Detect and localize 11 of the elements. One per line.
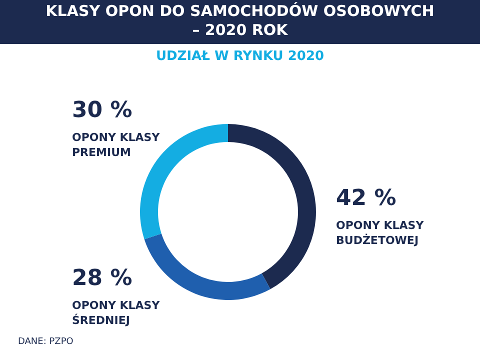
chart-subtitle: UDZIAŁ W RYNKU 2020 bbox=[156, 49, 324, 64]
slice-label: OPONY KLASY PREMIUM bbox=[72, 131, 161, 159]
slice-label: OPONY KLASY ŚREDNIEJ bbox=[72, 299, 161, 327]
donut-slice bbox=[228, 124, 316, 290]
data-label: 30 % bbox=[72, 98, 132, 123]
data-label: 42 % bbox=[336, 186, 396, 211]
donut-slice bbox=[144, 234, 270, 300]
slice-label: OPONY KLASY BUDŻETOWEJ bbox=[336, 219, 425, 247]
data-label: 28 % bbox=[72, 266, 132, 291]
text: DANE: PZPO bbox=[18, 337, 74, 347]
chart-title: KLASY OPON DO SAMOCHODÓW OSOBOWYCH – 2020 ROK bbox=[46, 2, 434, 39]
